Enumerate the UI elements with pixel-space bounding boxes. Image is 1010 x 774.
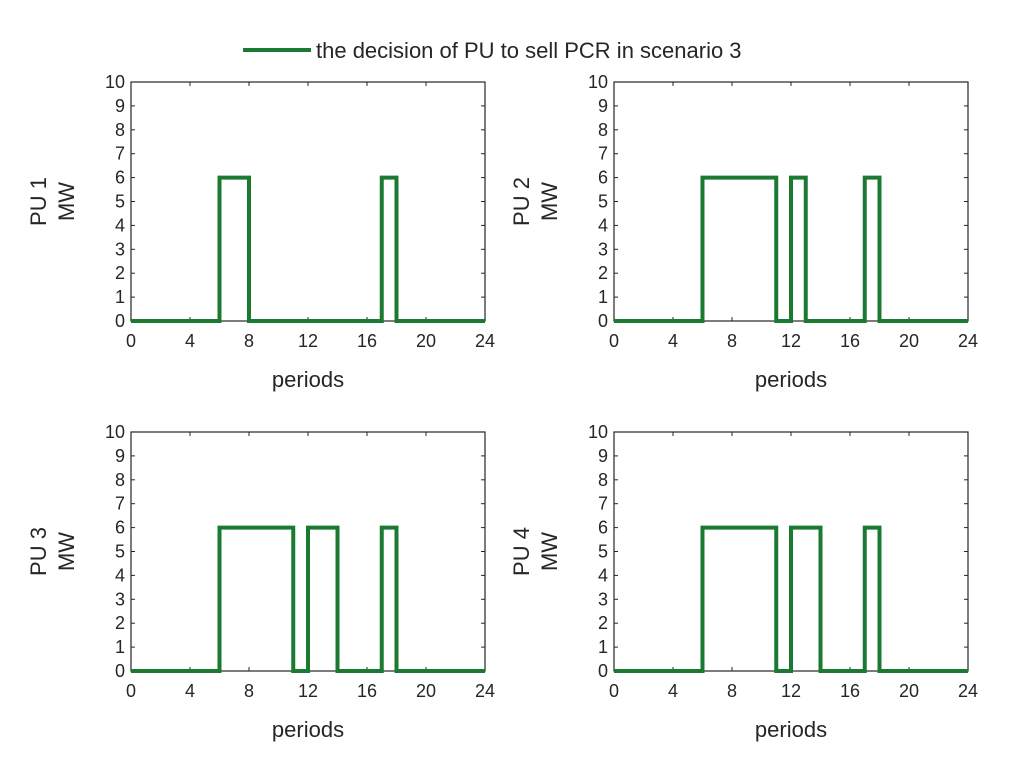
panel-3-ytick-label: 7 (115, 494, 125, 514)
panel-4-xtick-label: 4 (668, 681, 678, 701)
panel-3-xtick-label: 16 (357, 681, 377, 701)
panel-3-ytick-label: 0 (115, 661, 125, 681)
panel-1-ytick-label: 9 (115, 96, 125, 116)
panel-2-ytick-label: 9 (598, 96, 608, 116)
panel-2-ytick-label: 10 (588, 72, 608, 92)
panel-4-ytick-label: 5 (598, 542, 608, 562)
panel-2-xtick-label: 12 (781, 331, 801, 351)
panel-3-ytick-label: 3 (115, 589, 125, 609)
panel-1-ytick-label: 6 (115, 168, 125, 188)
panel-1-axes-box (130, 81, 486, 322)
panel-3-xtick-label: 8 (244, 681, 254, 701)
panel-2-ytick-label: 7 (598, 144, 608, 164)
panel-1-ytick-label: 8 (115, 120, 125, 140)
panel-3-xlabel: periods (272, 717, 344, 742)
panel-4-ytick-label: 8 (598, 470, 608, 490)
panel-4-ylabel-unit: MW (537, 532, 562, 571)
panel-3-ytick-label: 9 (115, 446, 125, 466)
panel-1-ytick-label: 0 (115, 311, 125, 331)
panel-4-xlabel: periods (755, 717, 827, 742)
panel-4-ytick-label: 1 (598, 637, 608, 657)
panel-4-ytick-label: 10 (588, 422, 608, 442)
panel-2-series-line (614, 175, 968, 323)
panel-3-ytick-label: 4 (115, 565, 125, 585)
panel-1-ytick-label: 10 (105, 72, 125, 92)
panel-3-ytick-label: 8 (115, 470, 125, 490)
panel-4-xtick-label: 8 (727, 681, 737, 701)
panel-1-xtick-label: 24 (475, 331, 495, 351)
panel-3-ylabel-unit: MW (54, 532, 79, 571)
panel-1-ytick-label: 7 (115, 144, 125, 164)
panel-3-xtick-label: 24 (475, 681, 495, 701)
panel-2-ytick-label: 8 (598, 120, 608, 140)
panel-1-xtick-label: 0 (126, 331, 136, 351)
panel-1-xtick-label: 20 (416, 331, 436, 351)
panel-4-xtick-label: 24 (958, 681, 978, 701)
panel-4-ytick-label: 0 (598, 661, 608, 681)
panel-4-ytick-label: 9 (598, 446, 608, 466)
panel-2-ytick-label: 6 (598, 168, 608, 188)
panel-3-ylabel-unit-name: PU 3 (26, 527, 51, 576)
panel-3-ytick-label: 5 (115, 542, 125, 562)
panel-1-xlabel: periods (272, 367, 344, 392)
panel-3-xtick-label: 4 (185, 681, 195, 701)
panel-3-xtick-label: 0 (126, 681, 136, 701)
panel-1-xtick-label: 16 (357, 331, 377, 351)
panel-3-ytick-label: 2 (115, 613, 125, 633)
panel-4-ylabel-unit-name: PU 4 (509, 527, 534, 576)
panel-1-ytick-label: 3 (115, 239, 125, 259)
panel-3-series-line (131, 525, 485, 673)
panel-3-xtick-label: 20 (416, 681, 436, 701)
panel-3-ytick-label: 1 (115, 637, 125, 657)
panel-2-xlabel: periods (755, 367, 827, 392)
panel-4-ytick-label: 3 (598, 589, 608, 609)
panel-4-ytick-label: 2 (598, 613, 608, 633)
panel-2-xtick-label: 4 (668, 331, 678, 351)
panel-4-ytick-label: 4 (598, 565, 608, 585)
panel-2-xtick-label: 8 (727, 331, 737, 351)
panel-2-ytick-label: 2 (598, 263, 608, 283)
panel-1-ytick-label: 4 (115, 215, 125, 235)
panel-2-xtick-label: 20 (899, 331, 919, 351)
panel-4-series-line (614, 525, 968, 673)
panel-4-xtick-label: 0 (609, 681, 619, 701)
panel-3-ytick-label: 10 (105, 422, 125, 442)
panel-1-xtick-label: 4 (185, 331, 195, 351)
panel-1-ytick-label: 5 (115, 192, 125, 212)
panel-2-xtick-label: 24 (958, 331, 978, 351)
panel-4-xtick-label: 12 (781, 681, 801, 701)
panel-2-ytick-label: 3 (598, 239, 608, 259)
panel-1-ytick-label: 1 (115, 287, 125, 307)
panel-4-ytick-label: 7 (598, 494, 608, 514)
panel-1-xtick-label: 8 (244, 331, 254, 351)
panel-1-ylabel-unit: MW (54, 182, 79, 221)
panel-1-ylabel-unit-name: PU 1 (26, 177, 51, 226)
panel-3-ytick-label: 6 (115, 518, 125, 538)
panel-1-xtick-label: 12 (298, 331, 318, 351)
panel-2-xtick-label: 16 (840, 331, 860, 351)
panel-4-xtick-label: 20 (899, 681, 919, 701)
panel-2-ytick-label: 5 (598, 192, 608, 212)
panel-2-ytick-label: 4 (598, 215, 608, 235)
panel-2-ytick-label: 0 (598, 311, 608, 331)
legend-label: the decision of PU to sell PCR in scenar… (316, 38, 742, 63)
panel-2-ylabel-unit: MW (537, 182, 562, 221)
panel-2-ylabel-unit-name: PU 2 (509, 177, 534, 226)
panel-4-ytick-label: 6 (598, 518, 608, 538)
legend: the decision of PU to sell PCR in scenar… (243, 38, 742, 63)
panel-2-ytick-label: 1 (598, 287, 608, 307)
panel-4-xtick-label: 16 (840, 681, 860, 701)
panel-2-xtick-label: 0 (609, 331, 619, 351)
panel-1-series-line (131, 175, 485, 323)
panel-3-xtick-label: 12 (298, 681, 318, 701)
panel-1-ytick-label: 2 (115, 263, 125, 283)
